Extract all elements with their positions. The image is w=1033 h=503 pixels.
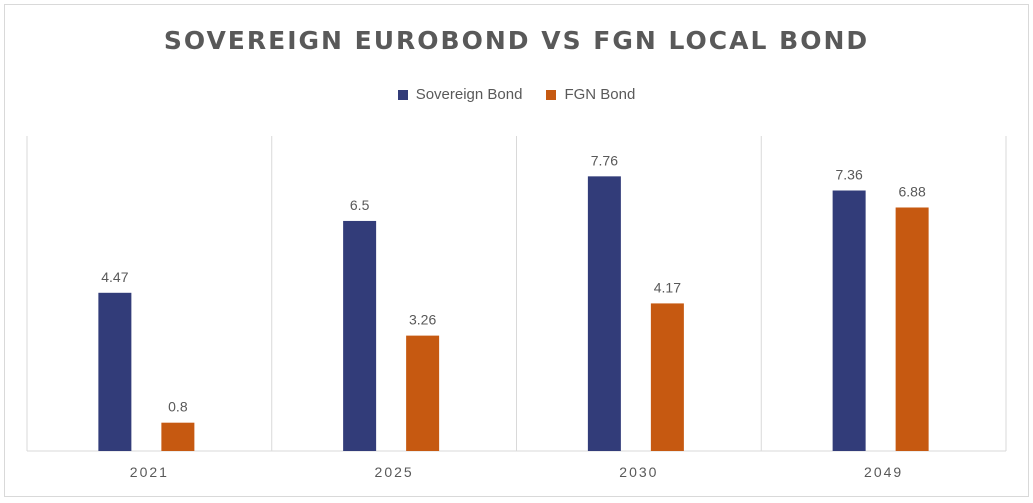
data-label: 7.36 (836, 167, 863, 183)
data-label: 6.88 (899, 183, 926, 199)
data-label: 6.5 (350, 197, 370, 213)
legend-item-sovereign: Sovereign Bond (397, 86, 523, 103)
bar-sovereign-2025 (343, 220, 377, 451)
x-tick-label: 2030 (619, 464, 658, 480)
bar-sovereign-2030 (587, 176, 621, 451)
x-tick-label: 2025 (375, 464, 414, 480)
bar-sovereign-2021 (98, 292, 132, 451)
x-tick-label: 2021 (130, 464, 169, 480)
chart-legend: Sovereign Bond FGN Bond (0, 86, 1033, 103)
legend-swatch-fgn (546, 89, 557, 100)
legend-item-fgn: FGN Bond (546, 86, 635, 103)
legend-label-fgn: FGN Bond (564, 86, 636, 103)
legend-swatch-sovereign (397, 89, 408, 100)
bar-fgn-2025 (406, 335, 440, 451)
bar-fgn-2030 (650, 303, 684, 451)
data-label: 3.26 (409, 312, 436, 328)
bar-fgn-2049 (895, 207, 929, 451)
chart-title: SOVEREIGN EUROBOND VS FGN LOCAL BOND (163, 26, 870, 55)
chart-frame (4, 4, 1029, 497)
bar-sovereign-2049 (832, 190, 866, 451)
data-label: 0.8 (168, 399, 188, 415)
data-label: 4.47 (101, 269, 128, 285)
x-tick-label: 2049 (864, 464, 903, 480)
bar-fgn-2021 (161, 422, 195, 451)
data-label: 4.17 (654, 279, 681, 295)
legend-label-sovereign: Sovereign Bond (415, 86, 523, 103)
data-label: 7.76 (591, 152, 618, 168)
